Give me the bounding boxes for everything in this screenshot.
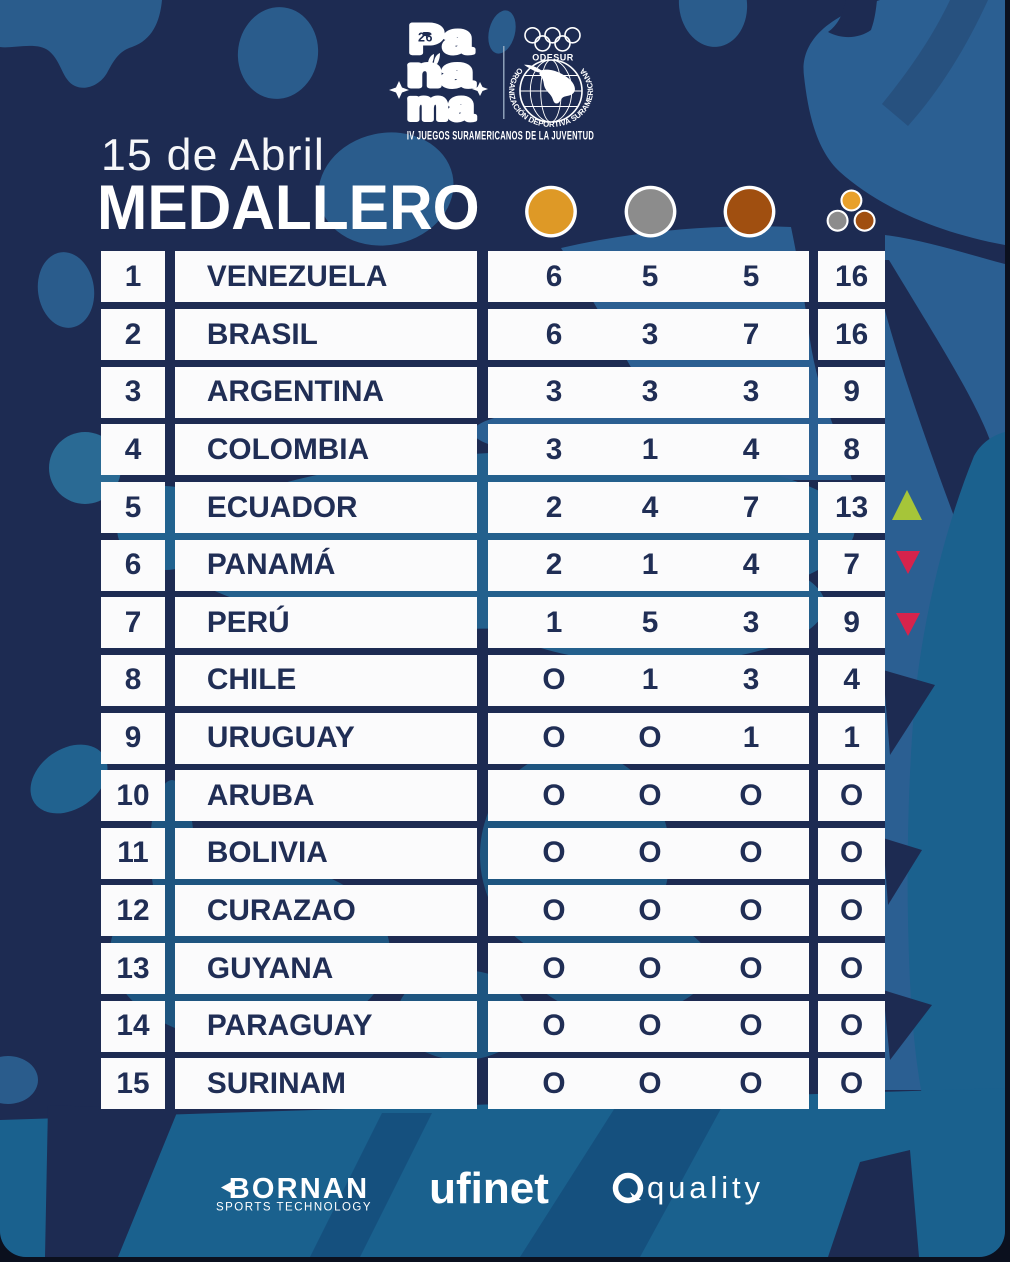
svg-text:ufinet: ufinet	[429, 1164, 549, 1213]
svg-text:ma: ma	[407, 85, 475, 129]
svg-text:Pa: Pa	[409, 18, 473, 62]
svg-text:ODESUR: ODESUR	[532, 53, 574, 63]
svg-text:BORNAN: BORNAN	[229, 1173, 369, 1205]
svg-text:na: na	[407, 51, 474, 95]
svg-text:quality: quality	[647, 1170, 764, 1205]
svg-text:IV JUEGOS SURAMERICANOS DE LA: IV JUEGOS SURAMERICANOS DE LA JUVENTUD	[407, 130, 594, 143]
svg-text:26: 26	[418, 31, 433, 45]
svg-text:SPORTS TECHNOLOGY: SPORTS TECHNOLOGY	[216, 1202, 372, 1214]
